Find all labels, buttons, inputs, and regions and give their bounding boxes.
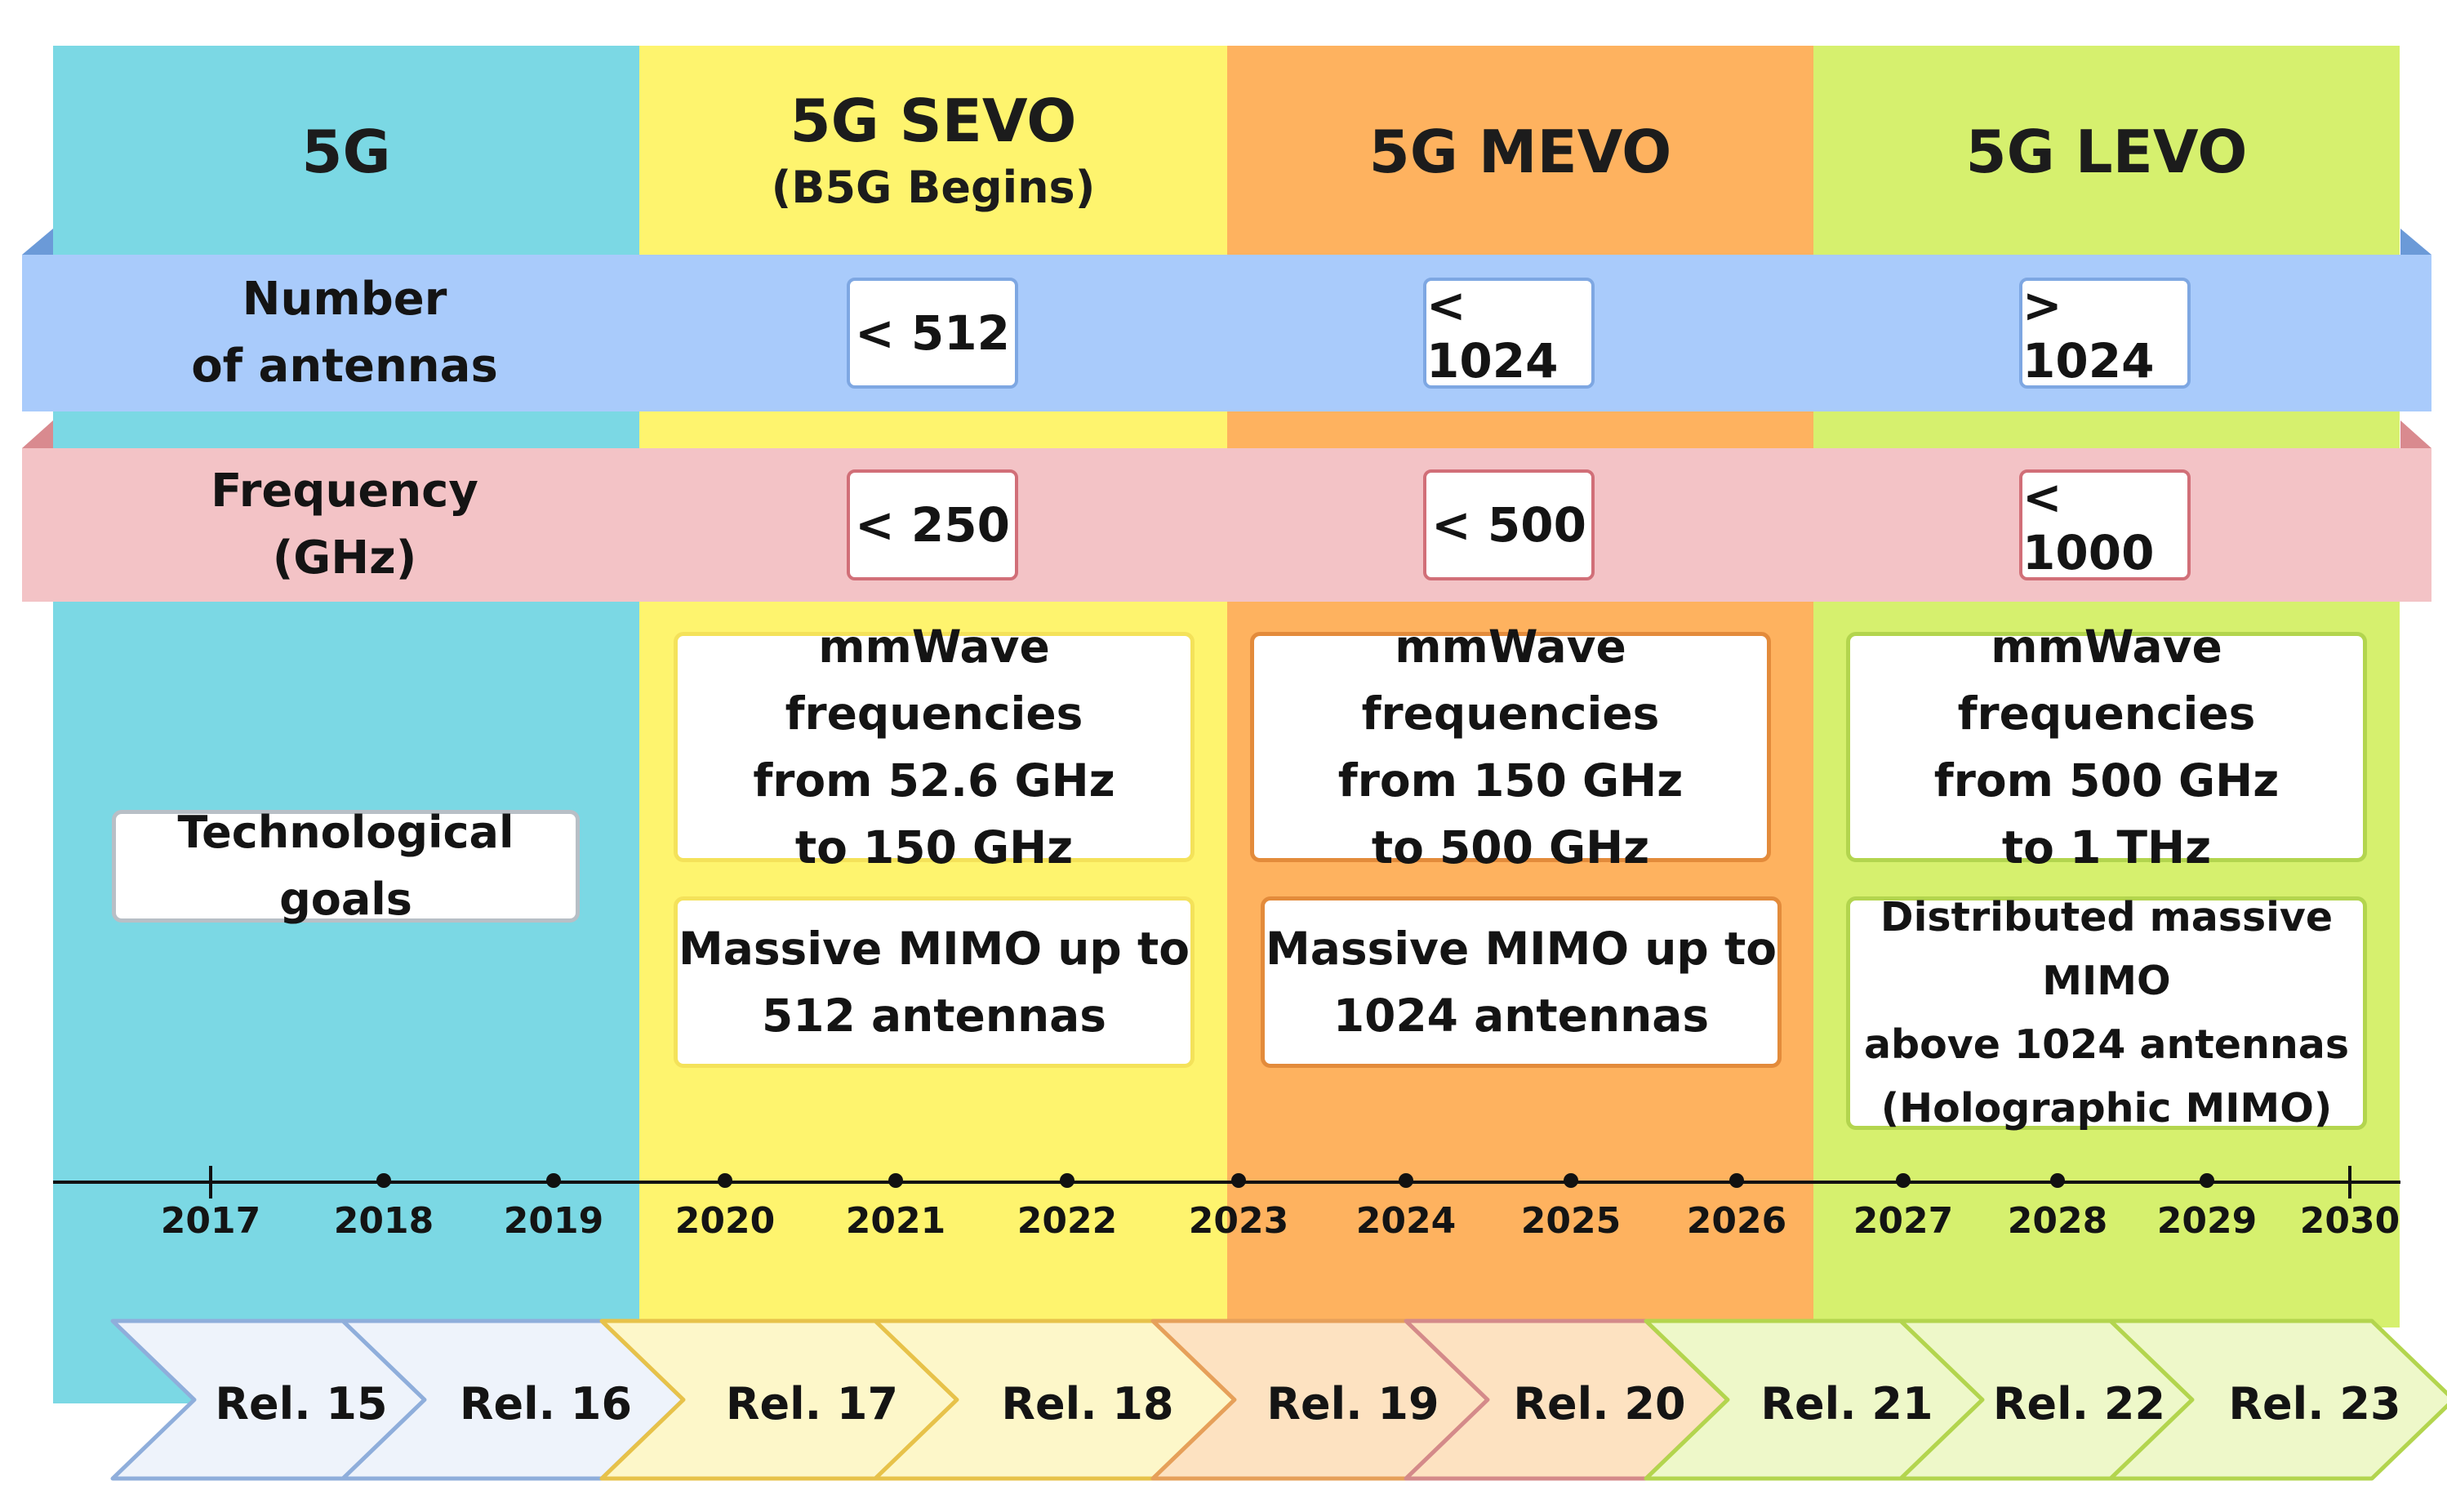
year-label-2020: 2020 — [674, 1200, 776, 1242]
release-label-17: Rel. 17 — [725, 1378, 899, 1430]
freq-card-levo: mmWave frequencies from 500 GHz to 1 THz — [1846, 620, 2367, 874]
release-label-22: Rel. 22 — [1992, 1378, 2166, 1430]
antennas-value-levo: > 1024 — [2019, 278, 2191, 389]
year-label-2018: 2018 — [333, 1200, 434, 1242]
year-label-2029: 2029 — [2156, 1200, 2258, 1242]
frequency-value-levo: < 1000 — [2019, 469, 2191, 580]
phase-title-5g-mevo: 5G MEVO — [1368, 118, 1672, 186]
release-label-21: Rel. 21 — [1760, 1378, 1933, 1430]
antennas-label: Number of antennas — [22, 266, 667, 400]
release-label-18: Rel. 18 — [1001, 1378, 1174, 1430]
frequency-label: Frequency (GHz) — [22, 458, 667, 592]
year-label-2030: 2030 — [2299, 1200, 2400, 1242]
release-label-19: Rel. 19 — [1266, 1378, 1439, 1430]
freq-card-mevo: mmWave frequencies from 150 GHz to 500 G… — [1250, 620, 1771, 874]
release-label-20: Rel. 20 — [1513, 1378, 1686, 1430]
antennas-value-sevo: < 512 — [847, 278, 1018, 389]
antennas-label-line2: of antennas — [191, 340, 498, 393]
year-label-2023: 2023 — [1188, 1200, 1289, 1242]
year-label-2027: 2027 — [1853, 1200, 1954, 1242]
frequency-band-tab-right — [2400, 420, 2431, 448]
year-label-2028: 2028 — [2007, 1200, 2108, 1242]
release-label-16: Rel. 16 — [459, 1378, 633, 1430]
phase-subtitle-b5g: (B5G Begins) — [771, 162, 1096, 213]
mimo-card-sevo: Massive MIMO up to 512 antennas — [674, 896, 1195, 1068]
phase-title-5g-levo: 5G LEVO — [1965, 118, 2248, 186]
release-label-15: Rel. 15 — [215, 1378, 388, 1430]
year-label-2017: 2017 — [160, 1200, 261, 1242]
year-label-2025: 2025 — [1520, 1200, 1622, 1242]
antennas-band-tab-right — [2400, 229, 2431, 255]
year-label-2019: 2019 — [503, 1200, 604, 1242]
frequency-label-line1: Frequency — [211, 465, 478, 518]
technological-goals-label: Technological goals — [112, 807, 580, 925]
release-label-23: Rel. 23 — [2228, 1378, 2401, 1430]
phase-title-5g-sevo: 5G SEVO — [790, 87, 1077, 155]
frequency-label-line2: (GHz) — [272, 531, 417, 585]
mimo-card-mevo: Massive MIMO up to 1024 antennas — [1261, 896, 1782, 1068]
year-label-2024: 2024 — [1355, 1200, 1457, 1242]
year-label-2026: 2026 — [1686, 1200, 1787, 1242]
release-chevron-23 — [2108, 1319, 2447, 1481]
antennas-label-line1: Number — [242, 273, 447, 326]
phase-title-5g: 5G — [301, 118, 391, 186]
year-label-2021: 2021 — [845, 1200, 946, 1242]
antennas-band-tab-left — [22, 229, 53, 255]
mimo-card-levo: Distributed massive MIMO above 1024 ante… — [1846, 894, 2367, 1132]
frequency-band-tab-left — [22, 420, 53, 448]
frequency-value-mevo: < 500 — [1423, 469, 1595, 580]
antennas-value-mevo: < 1024 — [1423, 278, 1595, 389]
year-label-2022: 2022 — [1017, 1200, 1118, 1242]
frequency-value-sevo: < 250 — [847, 469, 1018, 580]
